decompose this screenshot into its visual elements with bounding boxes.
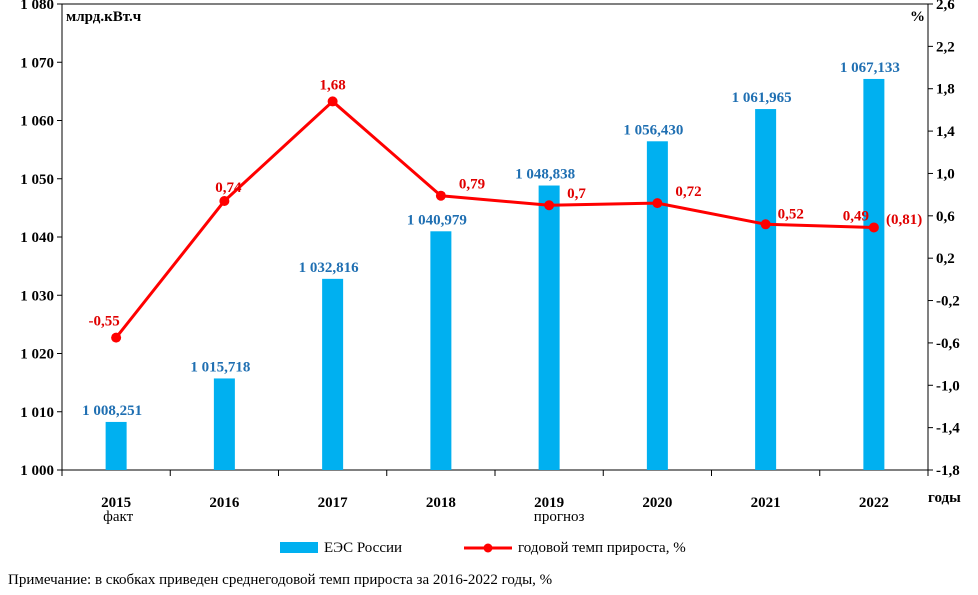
bar [755,109,777,470]
growth-rate-point [219,195,230,206]
bar [863,78,885,471]
growth-rate-point [544,200,555,211]
x-tick-label: 2021 [751,495,781,511]
growth-rate-label: 0,79 [459,177,485,193]
y-left-tick-label: 1 010 [20,405,54,421]
growth-rate-point [760,219,771,230]
x-tick-label: 2015 [101,495,131,511]
y-left-tick-label: 1 050 [20,172,54,188]
bar [322,278,344,470]
bar-data-label: 1 061,965 [732,90,792,106]
y-right-tick-label: 1,4 [936,124,955,140]
bar [213,378,235,470]
y-right-tick-label: 2,6 [936,0,955,13]
y-left-tick-label: 1 060 [20,114,54,130]
growth-rate-label: 0,49 [843,208,869,224]
growth-rate-label: 0,52 [778,206,804,222]
y-right-tick-label: -1,0 [936,378,960,394]
y-right-tick-label: 0,6 [936,209,955,225]
growth-rate-line [114,99,874,339]
bar-data-label: 1 048,838 [515,167,575,183]
growth-rate-point [435,190,446,201]
bar-data-label: 1 056,430 [623,122,683,138]
y-right-tick-label: 0,2 [936,251,955,267]
y-right-tick-label: 1,8 [936,82,955,98]
x-tick-sublabel: прогноз [534,509,585,525]
y-left-tick-label: 1 020 [20,347,54,363]
legend-line-marker [483,543,493,553]
footnote: Примечание: в скобках приведен среднегод… [8,572,552,588]
growth-rate-label: 0,7 [567,186,586,202]
growth-rate-label: 0,74 [215,180,242,196]
y-left-tick-label: 1 000 [20,463,54,479]
bar [538,185,560,470]
y-right-tick-label: -1,4 [936,421,960,437]
x-tick-label: 2018 [426,495,456,511]
y-right-axis-label: % [910,9,925,25]
bar [430,231,452,470]
plot-frame [61,3,929,471]
legend-line-label: годовой темп прироста, % [518,540,686,556]
legend: ЕЭС России годовой темп прироста, % [280,540,686,556]
y-left-tick-label: 1 030 [20,288,54,304]
y-left-tick-label: 1 040 [20,230,54,246]
x-tick-sublabel: факт [103,509,133,525]
x-tick-label: 2022 [859,495,889,511]
y-left-tick-label: 1 070 [20,55,54,71]
y-right-tick-label: -1,8 [936,463,960,479]
x-tick-label: 2016 [209,495,240,511]
bar-data-label: 1 008,251 [82,403,142,419]
x-tick-label: 2017 [318,495,349,511]
x-tick-label: 2019 [534,495,564,511]
growth-rate-label: 1,68 [320,77,346,93]
y-left-axis-label: млрд.кВт.ч [66,9,142,25]
bar-data-label: 1 067,133 [840,60,900,76]
y-right-tick-label: -0,2 [936,294,960,310]
bar-data-label: 1 040,979 [407,212,467,228]
y-left-tick-label: 1 080 [20,0,54,13]
y-right-tick-label: -0,6 [936,336,960,352]
growth-rate-point [111,332,122,343]
growth-rate-label: 0,72 [675,184,701,200]
bar-data-label: 1 015,718 [190,359,250,375]
y-right-tick-label: 1,0 [936,166,955,182]
x-tick-label: 2020 [642,495,672,511]
bar [646,141,668,471]
bar-data-label: 1 032,816 [299,260,360,276]
growth-rate-label: -0,55 [89,314,120,330]
average-growth-annotation: (0,81) [886,212,922,228]
bar [105,421,127,470]
legend-bar-swatch [280,542,318,553]
y-right-tick-label: 2,2 [936,39,955,55]
growth-rate-point [327,96,338,107]
growth-rate-point [652,198,663,209]
growth-rate-point [868,222,879,233]
legend-bar-label: ЕЭС России [324,540,402,556]
x-axis-label: годы [928,490,961,506]
